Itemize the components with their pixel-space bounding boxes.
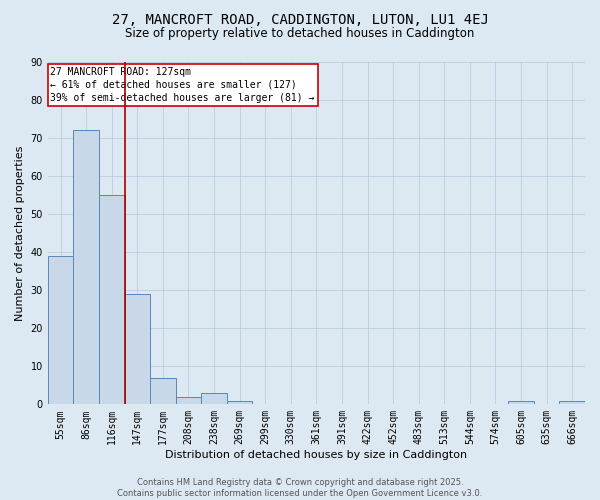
Bar (559, 400, 585, 404)
Bar (125, 294, 150, 405)
X-axis label: Distribution of detached houses by size in Caddington: Distribution of detached houses by size … (166, 450, 467, 460)
Bar (73, 130, 99, 404)
Bar (201, 393, 227, 404)
Bar (99, 195, 125, 404)
Text: Size of property relative to detached houses in Caddington: Size of property relative to detached ho… (125, 28, 475, 40)
Text: 27 MANCROFT ROAD: 127sqm
← 61% of detached houses are smaller (127)
39% of semi-: 27 MANCROFT ROAD: 127sqm ← 61% of detach… (50, 66, 315, 103)
Bar (48, 256, 73, 404)
Bar (176, 396, 201, 404)
Text: Contains HM Land Registry data © Crown copyright and database right 2025.
Contai: Contains HM Land Registry data © Crown c… (118, 478, 482, 498)
Text: 27, MANCROFT ROAD, CADDINGTON, LUTON, LU1 4EJ: 27, MANCROFT ROAD, CADDINGTON, LUTON, LU… (112, 12, 488, 26)
Y-axis label: Number of detached properties: Number of detached properties (15, 145, 25, 320)
Bar (227, 400, 253, 404)
Bar (508, 400, 534, 404)
Bar (150, 378, 176, 404)
